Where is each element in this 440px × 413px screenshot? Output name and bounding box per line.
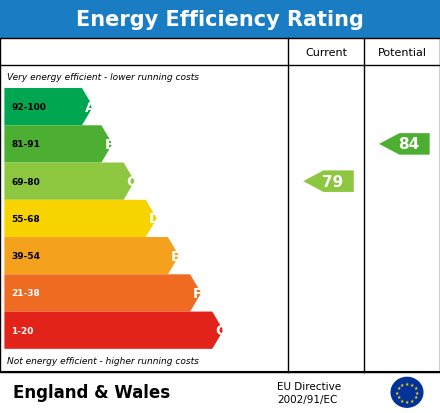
Text: ★: ★ xyxy=(410,382,414,387)
Text: 84: 84 xyxy=(398,137,419,152)
Text: ★: ★ xyxy=(395,390,400,395)
Polygon shape xyxy=(4,275,201,312)
Bar xyxy=(0,0,440,39)
Text: ★: ★ xyxy=(400,398,404,403)
Text: Very energy efficient - lower running costs: Very energy efficient - lower running co… xyxy=(7,73,198,82)
Text: EU Directive: EU Directive xyxy=(277,381,341,391)
Text: ★: ★ xyxy=(405,399,409,404)
Text: A: A xyxy=(85,100,96,114)
Text: 2002/91/EC: 2002/91/EC xyxy=(277,394,337,404)
Text: G: G xyxy=(216,323,227,337)
Polygon shape xyxy=(4,163,135,200)
Text: Current: Current xyxy=(305,47,347,58)
Text: C: C xyxy=(127,175,137,189)
Text: 92-100: 92-100 xyxy=(11,103,46,112)
Bar xyxy=(0,39,440,372)
Polygon shape xyxy=(4,312,224,349)
Text: Potential: Potential xyxy=(378,47,427,58)
Text: ★: ★ xyxy=(400,382,404,387)
Text: D: D xyxy=(149,212,160,226)
Polygon shape xyxy=(4,200,157,237)
Text: ★: ★ xyxy=(414,390,419,395)
Text: 21-38: 21-38 xyxy=(11,289,40,298)
Text: ★: ★ xyxy=(396,385,401,390)
Text: E: E xyxy=(171,249,180,263)
Polygon shape xyxy=(4,89,93,126)
Polygon shape xyxy=(379,134,429,155)
Text: Energy Efficiency Rating: Energy Efficiency Rating xyxy=(76,9,364,30)
Text: 69-80: 69-80 xyxy=(11,177,40,186)
Text: ★: ★ xyxy=(413,385,418,390)
Text: 79: 79 xyxy=(322,174,344,189)
Text: 81-91: 81-91 xyxy=(11,140,40,149)
Text: ★: ★ xyxy=(413,394,418,399)
Polygon shape xyxy=(4,237,179,275)
Text: F: F xyxy=(193,286,203,300)
Text: 55-68: 55-68 xyxy=(11,214,40,223)
Circle shape xyxy=(391,377,423,407)
Text: ★: ★ xyxy=(405,381,409,386)
Polygon shape xyxy=(303,171,354,192)
Polygon shape xyxy=(4,126,113,163)
Text: ★: ★ xyxy=(396,394,401,399)
Text: England & Wales: England & Wales xyxy=(13,383,170,401)
Text: 1-20: 1-20 xyxy=(11,326,33,335)
Text: ★: ★ xyxy=(410,398,414,403)
Text: 39-54: 39-54 xyxy=(11,252,40,261)
Text: Not energy efficient - higher running costs: Not energy efficient - higher running co… xyxy=(7,356,198,365)
Text: B: B xyxy=(105,138,115,152)
